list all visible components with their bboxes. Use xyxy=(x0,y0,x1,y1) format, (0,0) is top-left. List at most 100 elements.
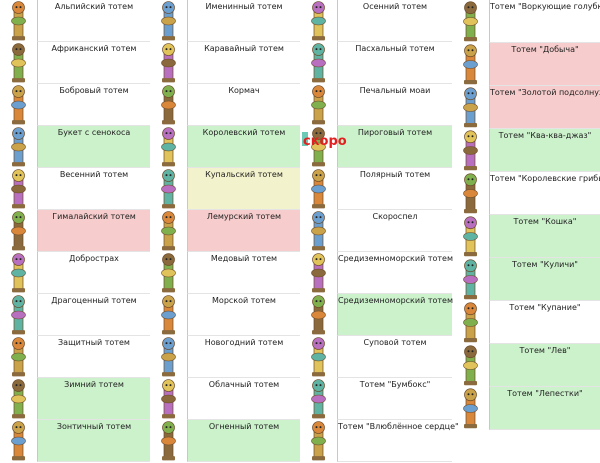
totem-icon[interactable] xyxy=(150,126,187,168)
totem-name: Пасхальный тотем xyxy=(355,44,435,53)
totem-label-cell: Осенний тотем xyxy=(337,0,452,42)
totem-card[interactable]: Гималайский тотем xyxy=(0,210,150,252)
totem-icon[interactable] xyxy=(0,378,37,420)
totem-icon[interactable] xyxy=(150,420,187,462)
totem-card[interactable]: Суповой тотем xyxy=(300,336,452,378)
totem-icon[interactable] xyxy=(452,301,489,344)
totem-icon[interactable] xyxy=(0,294,37,336)
totem-icon[interactable] xyxy=(300,378,337,420)
totem-icon[interactable] xyxy=(452,258,489,301)
totem-icon[interactable] xyxy=(150,168,187,210)
totem-card[interactable]: Тотем "Влюблённое сердце" xyxy=(300,420,459,462)
totem-label-cell: Королевский тотем xyxy=(187,126,300,168)
totem-icon[interactable] xyxy=(452,387,489,430)
totem-card[interactable]: Защитный тотем xyxy=(0,336,150,378)
totem-icon[interactable] xyxy=(452,172,489,215)
totem-card[interactable]: Пасхальный тотем xyxy=(300,42,452,84)
totem-card[interactable]: Тотем "Кошка" xyxy=(452,215,600,258)
totem-card[interactable]: Драгоценный тотем xyxy=(0,294,150,336)
totem-card[interactable]: Именинный тотем xyxy=(150,0,300,42)
totem-icon[interactable] xyxy=(300,210,337,252)
totem-card[interactable]: Тотем "Королевские грибы" xyxy=(452,172,600,215)
totem-icon[interactable] xyxy=(452,129,489,172)
totem-card[interactable]: Тотем "Бумбокс" xyxy=(300,378,452,420)
totem-card[interactable]: Африканский тотем xyxy=(0,42,150,84)
totem-icon[interactable] xyxy=(452,0,489,43)
totem-icon[interactable] xyxy=(150,210,187,252)
totem-card[interactable]: Медовый тотем xyxy=(150,252,300,294)
totem-icon[interactable] xyxy=(300,126,337,168)
totem-card[interactable]: Добрострах xyxy=(0,252,150,294)
totem-icon[interactable] xyxy=(0,420,37,462)
totem-label-cell: Зимний тотем xyxy=(37,378,150,420)
totem-card[interactable]: Каравайный тотем xyxy=(150,42,300,84)
totem-card[interactable]: Тотем "Ква-ква-джаз" xyxy=(452,129,600,172)
totem-icon[interactable] xyxy=(300,0,337,42)
totem-icon[interactable] xyxy=(452,43,489,86)
totem-icon[interactable] xyxy=(150,294,187,336)
totem-icon[interactable] xyxy=(300,84,337,126)
totem-card[interactable]: Лемурский тотем xyxy=(150,210,300,252)
totem-card[interactable]: Средиземноморский тотем xyxy=(300,252,453,294)
totem-icon[interactable] xyxy=(300,420,337,462)
totem-icon[interactable] xyxy=(300,252,337,294)
totem-label-cell: Гималайский тотем xyxy=(37,210,150,252)
totem-card[interactable]: Альпийский тотем xyxy=(0,0,150,42)
totem-label-cell: Бобровый тотем xyxy=(37,84,150,126)
totem-icon[interactable] xyxy=(150,0,187,42)
totem-icon[interactable] xyxy=(0,42,37,84)
totem-icon[interactable] xyxy=(452,215,489,258)
totem-icon[interactable] xyxy=(300,294,337,336)
totem-label-cell: Именинный тотем xyxy=(187,0,300,42)
totem-card[interactable]: Букет с сенокоса xyxy=(0,126,150,168)
totem-icon[interactable] xyxy=(150,252,187,294)
totem-card[interactable]: Облачный тотем xyxy=(150,378,300,420)
totem-icon[interactable] xyxy=(300,42,337,84)
totem-card[interactable]: Тотем "Воркующие голубки" xyxy=(452,0,600,43)
totem-name: Зимний тотем xyxy=(64,380,124,389)
totem-card[interactable]: Кормач xyxy=(150,84,300,126)
totem-card[interactable]: Огненный тотем xyxy=(150,420,300,462)
totem-icon[interactable] xyxy=(150,378,187,420)
totem-label-cell: Зонтичный тотем xyxy=(37,420,150,462)
totem-icon[interactable] xyxy=(300,168,337,210)
totem-card[interactable]: Тотем "Куличи" xyxy=(452,258,600,301)
totem-card[interactable]: Тотем "Лепестки" xyxy=(452,387,600,430)
totem-card[interactable]: Тотем "Купание" xyxy=(452,301,600,344)
totem-name: Облачный тотем xyxy=(208,380,280,389)
totem-icon[interactable] xyxy=(0,168,37,210)
totem-icon[interactable] xyxy=(300,336,337,378)
totem-name: Тотем "Лепестки" xyxy=(507,389,583,398)
totem-card[interactable]: Зонтичный тотем xyxy=(0,420,150,462)
totem-name: Весенний тотем xyxy=(59,170,129,179)
totem-icon[interactable] xyxy=(452,86,489,129)
totem-card[interactable]: Тотем "Добыча" xyxy=(452,43,600,86)
totem-icon[interactable] xyxy=(0,336,37,378)
totem-icon[interactable] xyxy=(452,344,489,387)
totem-icon[interactable] xyxy=(0,84,37,126)
totem-card[interactable]: Скороспел xyxy=(300,210,452,252)
totem-card[interactable]: Весенний тотем xyxy=(0,168,150,210)
totem-icon[interactable] xyxy=(0,0,37,42)
totem-icon[interactable] xyxy=(150,84,187,126)
totem-card[interactable]: Бобровый тотем xyxy=(0,84,150,126)
totem-card[interactable]: Печальный моаи xyxy=(300,84,452,126)
totem-card[interactable]: Новогодний тотем xyxy=(150,336,300,378)
totem-name: Тотем "Королевские грибы" xyxy=(490,174,600,183)
totem-icon[interactable] xyxy=(0,126,37,168)
totem-icon[interactable] xyxy=(150,42,187,84)
totem-card[interactable]: Королевский тотем xyxy=(150,126,300,168)
totem-card[interactable]: Полярный тотем xyxy=(300,168,452,210)
totem-card[interactable]: Купальский тотем xyxy=(150,168,300,210)
totem-icon[interactable] xyxy=(0,252,37,294)
totem-label-cell: Тотем "Добыча" xyxy=(489,43,600,86)
totem-card[interactable]: Зимний тотем xyxy=(0,378,150,420)
totem-card[interactable]: Пироговый тотем xyxy=(300,126,452,168)
totem-card[interactable]: Морской тотем xyxy=(150,294,300,336)
totem-icon[interactable] xyxy=(150,336,187,378)
totem-icon[interactable] xyxy=(0,210,37,252)
totem-card[interactable]: Средиземноморский тотем xyxy=(300,294,453,336)
totem-card[interactable]: Тотем "Лев" xyxy=(452,344,600,387)
totem-card[interactable]: Тотем "Золотой подсолнух" xyxy=(452,86,600,129)
totem-card[interactable]: Осенний тотем xyxy=(300,0,452,42)
